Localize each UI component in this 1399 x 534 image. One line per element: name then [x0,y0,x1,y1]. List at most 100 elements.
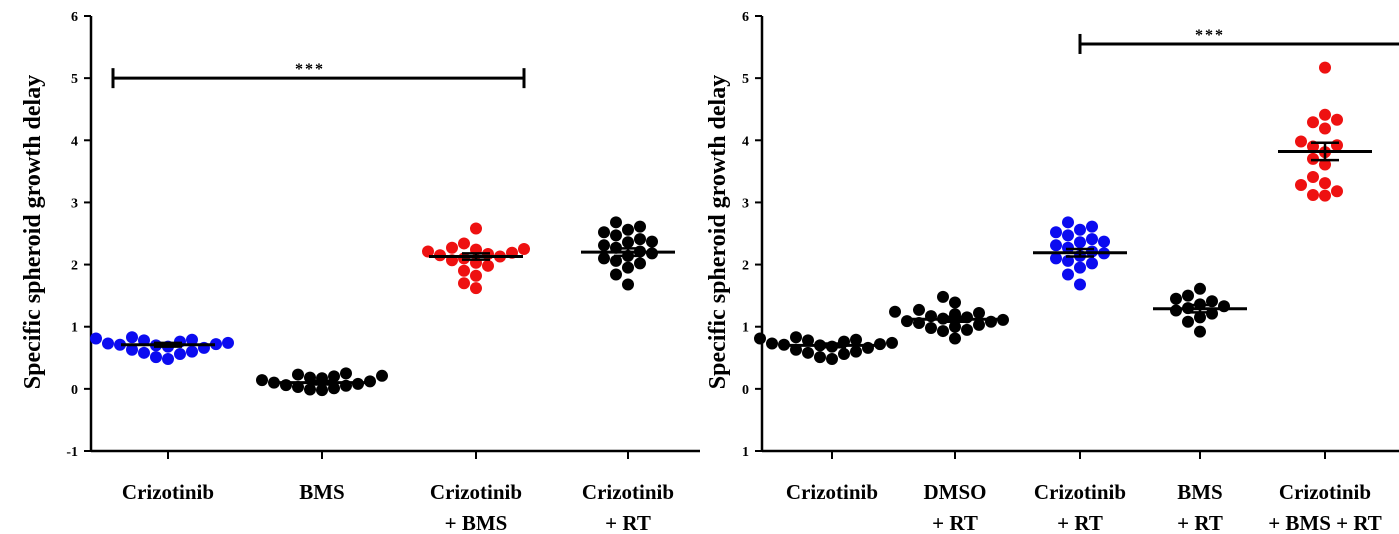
data-point [1074,236,1086,249]
data-point [634,220,646,233]
y-tick-label: 0 [742,383,749,398]
data-point [778,338,790,351]
y-tick-label: 6 [71,10,78,25]
data-point [1194,282,1206,295]
category-label: BMS [299,480,345,504]
y-tick-label: 4 [71,134,78,149]
data-point [814,351,826,364]
data-point [1194,311,1206,324]
y-tick-label: 1 [742,445,749,460]
data-point [458,237,470,250]
data-point [838,348,850,361]
data-point [937,325,949,338]
y-tick-label: 2 [742,259,749,274]
data-point [850,345,862,358]
data-point [598,226,610,239]
data-point [1218,300,1230,313]
data-point [1307,116,1319,129]
data-point [90,332,102,345]
data-point [1074,278,1086,291]
data-point [901,315,913,328]
data-point [458,277,470,290]
data-point [268,376,280,389]
category-label: + RT [1057,511,1103,534]
data-point [1307,188,1319,201]
data-point [598,252,610,265]
data-point [622,261,634,274]
category-label: Crizotinib [1034,480,1126,504]
y-axis-label: Specific spheroid growth delay [705,75,731,389]
data-point [292,368,304,381]
data-point [1074,223,1086,236]
data-point [470,282,482,295]
data-point [937,290,949,303]
data-point [754,332,766,345]
data-point [1331,185,1343,198]
data-point [610,254,622,267]
data-point [850,333,862,346]
y-tick-label: 0 [71,383,78,398]
data-point [222,336,234,349]
data-point [280,379,292,392]
category-label: + BMS [445,511,508,534]
data-point [826,353,838,366]
data-point [889,305,901,318]
data-point [949,296,961,309]
data-point [1307,170,1319,183]
category-label: + RT [1177,511,1223,534]
y-tick-label: 3 [71,196,78,211]
data-point [886,336,898,349]
category-label: Crizotinib [582,480,674,504]
data-point [913,303,925,316]
data-point [1331,139,1343,152]
data-point [634,233,646,246]
data-point [1050,226,1062,239]
data-point [138,346,150,359]
data-point [949,332,961,345]
category-label: Crizotinib [122,480,214,504]
data-point [304,383,316,396]
data-point [186,345,198,358]
data-point [126,343,138,356]
data-point [364,375,376,388]
y-tick-label: 1 [71,321,78,336]
data-point [973,318,985,331]
data-point [114,338,126,351]
data-point [1295,135,1307,148]
data-point [458,264,470,277]
data-point [1062,268,1074,281]
y-tick-label: 5 [71,72,78,87]
data-point [1182,315,1194,328]
data-point [446,241,458,254]
data-point [1319,61,1331,74]
y-axis-label: Specific spheroid growth delay [20,75,46,389]
data-point [1062,216,1074,229]
data-point [1086,220,1098,233]
significance-label: *** [295,61,325,78]
data-point [598,239,610,252]
data-point [985,315,997,328]
data-point [1319,177,1331,190]
category-label: Crizotinib [430,480,522,504]
data-point [1050,239,1062,252]
data-point [376,369,388,382]
data-point [1062,229,1074,242]
category-label: Crizotinib [786,480,878,504]
data-point [1086,257,1098,270]
y-tick-label: 4 [742,134,749,149]
data-point [622,236,634,249]
data-point [186,333,198,346]
data-point [340,367,352,380]
data-point [634,257,646,270]
y-tick-label: 5 [742,72,749,87]
data-point [1086,233,1098,246]
data-point [210,338,222,351]
y-tick-label: -1 [66,445,78,460]
data-point [150,351,162,364]
data-point [316,384,328,397]
data-point [925,321,937,334]
data-point [422,245,434,258]
data-point [610,216,622,229]
category-label: + BMS + RT [1268,511,1382,534]
